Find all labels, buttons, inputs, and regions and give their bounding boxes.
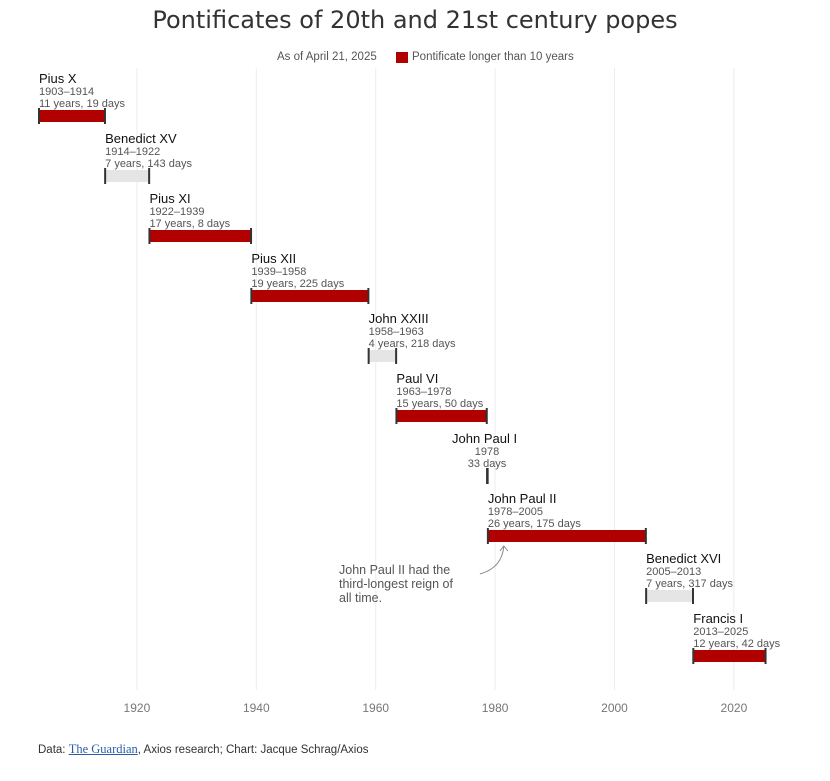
- source-link[interactable]: The Guardian: [68, 742, 138, 756]
- pope-duration: 17 years, 8 days: [149, 218, 230, 230]
- legend-label-long: Pontificate longer than 10 years: [412, 51, 574, 63]
- bar-pius-x: [39, 110, 105, 122]
- x-tick-label: 1980: [482, 701, 509, 715]
- bar-francis-i: [693, 650, 766, 662]
- bar-pius-xii: [251, 290, 369, 302]
- pope-name: John Paul I: [452, 431, 517, 446]
- x-tick-label: 1940: [243, 701, 270, 715]
- pope-name: Paul VI: [396, 371, 438, 386]
- as-of-note: As of April 21, 2025: [277, 51, 377, 63]
- annotation-arrow: [479, 545, 505, 575]
- pope-years: 1958–1963: [369, 326, 424, 338]
- pope-years: 2005–2013: [646, 566, 701, 578]
- annotation-arrowhead: [499, 545, 509, 552]
- annotation-line: all time.: [339, 591, 382, 605]
- annotation-line: John Paul II had the: [339, 563, 450, 577]
- pope-name: John XXIII: [369, 311, 429, 326]
- pope-duration: 4 years, 218 days: [369, 338, 456, 350]
- pope-duration: 7 years, 317 days: [646, 578, 733, 590]
- pope-duration: 7 years, 143 days: [105, 158, 192, 170]
- bar-benedict-xv: [105, 170, 150, 182]
- x-tick-label: 2020: [721, 701, 748, 715]
- footer-prefix: Data:: [38, 744, 69, 756]
- pope-years: 1963–1978: [396, 386, 451, 398]
- pope-name: Benedict XV: [105, 131, 177, 146]
- footer-rest: , Axios research; Chart: Jacque Schrag/A…: [137, 744, 369, 756]
- pope-duration: 33 days: [468, 458, 507, 470]
- pope-years: 1939–1958: [251, 266, 306, 278]
- bar-pius-xi: [149, 230, 252, 242]
- footer-credit: Data: The Guardian, Axios research; Char…: [38, 742, 369, 757]
- bar-john-paul-ii: [487, 530, 646, 542]
- pope-duration: 26 years, 175 days: [488, 518, 581, 530]
- pope-name: Benedict XVI: [646, 551, 721, 566]
- annotation-line: third-longest reign of: [339, 577, 453, 591]
- pope-years: 1922–1939: [149, 206, 204, 218]
- pope-name: Pius XI: [149, 191, 190, 206]
- pope-years: 1978: [475, 446, 499, 458]
- x-tick-label: 2000: [601, 701, 628, 715]
- pope-years: 2013–2025: [693, 626, 748, 638]
- x-tick-label: 1920: [124, 701, 151, 715]
- x-tick-label: 1960: [362, 701, 389, 715]
- legend-swatch-long: [396, 52, 408, 63]
- pope-name: John Paul II: [488, 491, 557, 506]
- pope-years: 1914–1922: [105, 146, 160, 158]
- pope-duration: 19 years, 225 days: [251, 278, 344, 290]
- pope-years: 1903–1914: [39, 86, 94, 98]
- chart-title: Pontificates of 20th and 21st century po…: [152, 6, 678, 34]
- pope-duration: 15 years, 50 days: [396, 398, 483, 410]
- pope-duration: 11 years, 19 days: [39, 98, 126, 110]
- bar-benedict-xvi: [646, 590, 694, 602]
- bar-paul-vi: [396, 410, 487, 422]
- pope-name: Pius XII: [251, 251, 296, 266]
- pope-name: Pius X: [39, 71, 77, 86]
- pope-years: 1978–2005: [488, 506, 543, 518]
- bar-john-xxiii: [368, 350, 397, 362]
- pope-name: Francis I: [693, 611, 743, 626]
- pope-duration: 12 years, 42 days: [693, 638, 780, 650]
